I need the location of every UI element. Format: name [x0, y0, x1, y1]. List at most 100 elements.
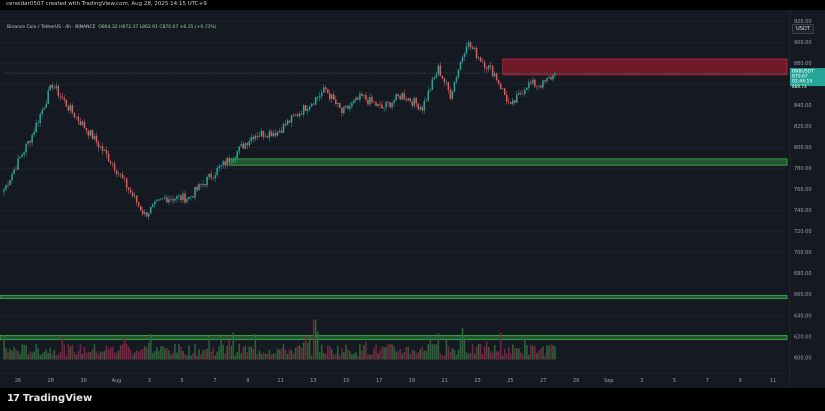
- creator-line: cerwidar0507 created with TradingView.co…: [6, 1, 207, 7]
- candle: [407, 97, 409, 102]
- candle-body: [465, 46, 468, 54]
- candle: [133, 192, 136, 199]
- tradingview-logo[interactable]: 17 TradingView: [7, 393, 92, 404]
- candle: [194, 186, 196, 201]
- volume-bar: [357, 355, 359, 360]
- candle-body: [546, 78, 548, 82]
- candle: [512, 97, 514, 107]
- volume-bar: [391, 344, 393, 360]
- volume-bar: [35, 343, 37, 360]
- candle-body: [335, 99, 337, 105]
- chart-area[interactable]: 600.00 620.00 640.00 660.00 680.00 700.00 720.…: [0, 10, 825, 388]
- volume-bar: [355, 352, 357, 360]
- candle: [214, 171, 216, 183]
- candle: [204, 183, 206, 188]
- volume-bar: [443, 355, 446, 360]
- volume-bar: [123, 337, 126, 360]
- candle: [465, 42, 468, 56]
- candle: [353, 99, 355, 105]
- candle: [401, 91, 403, 101]
- candlestick-chart[interactable]: 600.00 620.00 640.00 660.00 680.00 700.00 720.…: [0, 10, 825, 388]
- candle-body: [371, 97, 373, 103]
- volume-bar: [212, 347, 214, 360]
- price-tag-countdown: 02:44:19: [792, 79, 812, 85]
- candle-body: [326, 89, 329, 94]
- candle-body: [294, 114, 297, 116]
- volume-bar: [433, 344, 436, 360]
- volume-bar: [367, 354, 369, 360]
- candle-body: [170, 199, 172, 200]
- volume-bar: [540, 348, 542, 360]
- candle-body: [238, 146, 241, 152]
- volume-bar: [359, 344, 361, 360]
- volume-bar: [326, 345, 329, 360]
- volume-bar: [135, 350, 138, 360]
- candle: [411, 99, 413, 109]
- candle: [206, 175, 208, 188]
- candle: [530, 79, 532, 86]
- candle: [53, 84, 56, 90]
- candle: [141, 207, 144, 217]
- candle-body: [156, 200, 158, 202]
- tradingview-wordmark: TradingView: [22, 393, 93, 404]
- volume-bar: [107, 349, 110, 360]
- candle-body: [320, 92, 323, 96]
- volume-bar: [33, 351, 35, 360]
- candle-body: [324, 87, 327, 90]
- candle: [238, 146, 241, 155]
- candle-body: [57, 85, 60, 96]
- candle: [423, 96, 426, 114]
- candle: [41, 107, 43, 118]
- candle: [322, 84, 325, 93]
- candle: [505, 91, 508, 105]
- volume-bar: [528, 354, 530, 360]
- candle: [491, 65, 494, 78]
- volume-bar: [405, 347, 407, 360]
- candle-body: [210, 173, 212, 178]
- candle: [365, 92, 367, 103]
- candle: [391, 101, 393, 110]
- volume-bar: [518, 348, 520, 360]
- candle: [467, 39, 470, 50]
- candle-body: [435, 74, 438, 78]
- candle: [501, 87, 504, 91]
- candle-body: [341, 108, 343, 114]
- candle: [369, 93, 371, 106]
- volume-bar: [13, 346, 15, 360]
- price-axis: 600.00 620.00 640.00 660.00 680.00 700.00 720.…: [789, 10, 812, 388]
- candle-body: [232, 159, 235, 162]
- volume-bar: [222, 344, 224, 360]
- quote-currency-badge[interactable]: USDT: [792, 24, 814, 34]
- candle: [168, 195, 170, 205]
- volume-bar: [168, 350, 170, 360]
- candle: [107, 150, 110, 162]
- candle: [139, 205, 142, 212]
- candle: [359, 91, 361, 103]
- candle-body: [401, 93, 403, 100]
- candle: [459, 60, 462, 71]
- candle: [329, 89, 331, 102]
- time-tick-label: Aug: [112, 378, 122, 384]
- candle: [262, 130, 265, 140]
- volume-bar: [534, 346, 536, 360]
- volume-bar: [403, 352, 405, 360]
- candle-body: [421, 107, 424, 111]
- candle: [164, 193, 166, 201]
- candle-body: [441, 75, 444, 79]
- candle: [232, 156, 235, 164]
- candle: [522, 89, 524, 95]
- volume-bar: [509, 353, 512, 360]
- candle: [425, 98, 428, 102]
- candle-body: [148, 213, 150, 217]
- time-tick-label: Sep: [604, 378, 613, 384]
- candle-body: [69, 105, 72, 111]
- candle-body: [200, 184, 202, 185]
- candle-body: [228, 157, 230, 163]
- candle-body: [453, 81, 456, 92]
- candle: [507, 97, 510, 105]
- candle-body: [115, 170, 118, 174]
- candle: [43, 107, 45, 110]
- volume-bar: [324, 353, 327, 360]
- candle: [93, 132, 96, 141]
- volume-bar: [268, 349, 271, 360]
